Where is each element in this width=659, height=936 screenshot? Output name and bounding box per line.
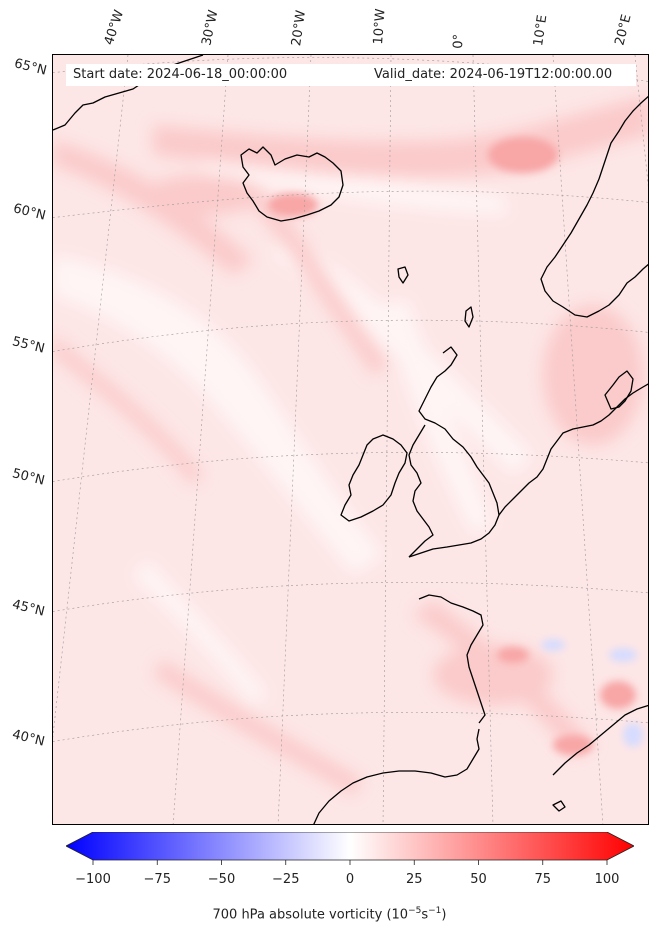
map-panel	[52, 54, 649, 825]
lat-label-65n: 65°N	[12, 56, 49, 79]
colorbar-tick-label: 100	[594, 872, 620, 887]
colorbar-tick-label: 50	[470, 872, 487, 887]
info-box	[66, 64, 636, 86]
lon-label-30w: 30°W	[199, 8, 222, 47]
colorbar-title-exp2: −1	[428, 906, 442, 916]
field-medium-blob	[143, 175, 263, 215]
graticule-meridian	[172, 55, 229, 824]
colorbar-body	[66, 832, 634, 861]
colorbar-title-mid: s	[421, 907, 429, 923]
lon-label-10w: 10°W	[371, 8, 389, 45]
lon-label-0: 0°	[451, 33, 467, 49]
lat-label-50n: 50°N	[10, 466, 47, 489]
colorbar-tick-label: −25	[272, 872, 300, 887]
field-negative-blob	[623, 723, 643, 747]
coastline-iceland	[240, 146, 344, 222]
field-light-band	[53, 255, 383, 575]
graticule-meridian	[277, 55, 312, 824]
graticule-parallel	[53, 190, 648, 218]
field-strong-blob	[600, 681, 636, 709]
field-negative-blob	[609, 648, 637, 662]
colorbar-tick-label: 0	[345, 872, 355, 887]
field-medium-band	[53, 335, 203, 485]
field-strong-blob	[268, 193, 318, 217]
field-medium-band	[153, 660, 363, 795]
coastline-britain-west	[408, 424, 434, 558]
field-medium-blob	[543, 305, 643, 445]
graticule-meridian	[552, 55, 604, 824]
coastline-continent-north	[498, 383, 648, 516]
lon-label-20w: 20°W	[289, 9, 309, 47]
colorbar	[66, 832, 634, 865]
coastline-shetland	[464, 306, 474, 328]
start-date-label: Start date: 2024-06-18_00:00:00	[73, 67, 288, 82]
lat-label-40n: 40°N	[10, 727, 47, 750]
valid-date-label: Valid_date: 2024-06-19T12:00:00.00	[374, 67, 613, 82]
coastline-balearic	[552, 800, 566, 812]
colorbar-tick-label: −100	[75, 872, 111, 887]
field-negative-blob	[541, 639, 565, 651]
coastline-faroe	[397, 266, 409, 284]
field-light-band	[383, 300, 493, 535]
lon-label-20e: 20°E	[612, 13, 635, 47]
field-strong-blob	[488, 137, 558, 173]
lon-label-40w: 40°W	[101, 8, 128, 47]
graticule-meridian	[53, 55, 129, 739]
colorbar-tick-label: −50	[207, 872, 236, 887]
field-medium-band	[253, 195, 388, 375]
field-strong-blob	[553, 735, 593, 755]
lat-label-45n: 45°N	[10, 597, 47, 620]
coastline-scotland	[408, 346, 500, 558]
colorbar-ticks	[92, 860, 608, 865]
colorbar-title-main: 700 hPa absolute vorticity (10	[212, 907, 409, 923]
coastline-iberia	[313, 728, 480, 824]
field-light-band	[133, 560, 268, 705]
field-medium-band	[53, 140, 253, 275]
colorbar-tick-label: 25	[405, 872, 423, 887]
coastline-mediterranean	[552, 704, 648, 776]
graticule-meridian	[472, 55, 494, 824]
lat-label-60n: 60°N	[11, 201, 48, 224]
coastline-ireland	[340, 434, 408, 522]
colorbar-tick-label: 75	[534, 872, 552, 887]
coastline-norway	[540, 95, 648, 318]
coastline-denmark	[604, 370, 634, 410]
lat-label-55n: 55°N	[10, 334, 47, 357]
lon-label-10e: 10°E	[531, 13, 551, 47]
vorticity-map	[53, 55, 648, 824]
field-medium-blob	[433, 645, 553, 705]
colorbar-title: 700 hPa absolute vorticity (10−5s−1)	[0, 906, 659, 922]
graticule-meridian	[382, 55, 392, 824]
coastline-france	[418, 594, 486, 724]
vorticity-field	[53, 55, 648, 824]
colorbar-title-end: )	[441, 907, 447, 923]
field-strong-blob	[497, 647, 529, 663]
colorbar-title-exp1: −5	[408, 906, 422, 916]
colorbar-tick-label: −75	[143, 872, 171, 887]
